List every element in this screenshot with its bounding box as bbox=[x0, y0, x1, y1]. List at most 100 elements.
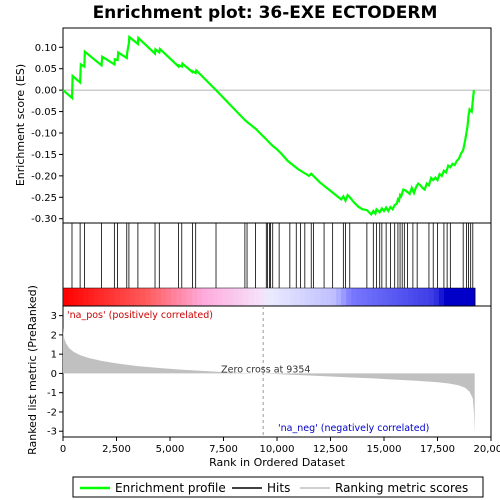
metric-y-tick-label: -3 bbox=[47, 427, 57, 438]
gradient-segment bbox=[63, 288, 69, 306]
metric-y-tick-label: 3 bbox=[51, 311, 57, 322]
legend-frame bbox=[72, 476, 484, 498]
gradient-segment bbox=[119, 288, 126, 306]
negative-correlation-label: 'na_neg' (negatively correlated) bbox=[278, 423, 429, 434]
gradient-segment bbox=[335, 288, 342, 306]
legend-hits-label: Hits bbox=[267, 481, 290, 495]
gradient-segment bbox=[330, 288, 337, 306]
gradient-segment bbox=[361, 288, 368, 306]
zero-cross-label: Zero cross at 9354 bbox=[221, 364, 310, 375]
gradient-segment bbox=[408, 288, 414, 306]
gradient-segment bbox=[129, 288, 136, 306]
gradient-segment bbox=[418, 288, 424, 306]
gradient-segment bbox=[284, 288, 291, 306]
gradient-segment bbox=[109, 288, 115, 306]
gradient-segment bbox=[397, 288, 404, 306]
x-tick-label: 20,000 bbox=[474, 444, 500, 455]
gradient-segment bbox=[428, 288, 435, 306]
enrichment-profile-line bbox=[62, 34, 475, 217]
gradient-segment bbox=[99, 288, 105, 306]
gradient-segment bbox=[325, 288, 332, 306]
es-y-tick-label: -0.05 bbox=[31, 107, 57, 118]
gradient-segment bbox=[114, 288, 121, 306]
gradient-segment bbox=[315, 288, 321, 306]
gradient-segment bbox=[371, 288, 378, 306]
gradient-segment bbox=[305, 288, 311, 306]
es-y-tick-label: 0.05 bbox=[35, 64, 57, 75]
gradient-segment bbox=[207, 288, 213, 306]
gradient-segment bbox=[243, 288, 249, 306]
es-y-axis-label: Enrichment score (ES) bbox=[14, 64, 27, 186]
es-y-tick-label: 0.00 bbox=[35, 86, 57, 97]
positive-correlation-label: 'na_pos' (positively correlated) bbox=[67, 310, 213, 321]
x-tick-label: 15,000 bbox=[367, 444, 402, 455]
es-panel: 0.10 0.05 0.00 -0.05 -0.10 -0.15 -0.20 -0.25 -0.… bbox=[14, 27, 492, 225]
x-tick-label: 10,000 bbox=[260, 444, 295, 455]
es-y-tick-label: 0.10 bbox=[35, 43, 57, 54]
gradient-segment bbox=[346, 288, 352, 306]
gradient-segment bbox=[392, 288, 399, 306]
gradient-segment bbox=[196, 288, 203, 306]
legend-enrichment-label: Enrichment profile bbox=[115, 481, 226, 495]
metric-y-tick-label: 1 bbox=[51, 350, 57, 361]
chart-title: Enrichment plot: 36-EXE ECTODERM bbox=[93, 3, 438, 23]
gradient-segment bbox=[449, 288, 455, 306]
gradient-segment bbox=[294, 288, 301, 306]
gradient-segment bbox=[258, 288, 265, 306]
gradient-segment bbox=[181, 288, 188, 306]
gradient-segment bbox=[83, 288, 90, 306]
gradient-segment bbox=[135, 288, 141, 306]
gradient-segment bbox=[289, 288, 296, 306]
gradient-segment bbox=[263, 288, 270, 306]
es-y-tick-label: -0.30 bbox=[31, 214, 57, 225]
x-axis-label: Rank in Ordered Dataset bbox=[209, 456, 346, 469]
hits-marks bbox=[71, 223, 474, 288]
gradient-segment bbox=[202, 288, 208, 306]
x-tick-label: 0 bbox=[60, 444, 66, 455]
gradient-segment bbox=[171, 288, 177, 306]
es-y-tick-label: -0.20 bbox=[31, 171, 57, 182]
gradient-segment bbox=[299, 288, 306, 306]
gradient-segment bbox=[341, 288, 347, 306]
correlation-gradient-bar bbox=[62, 287, 476, 307]
gradient-segment bbox=[268, 288, 275, 306]
gradient-segment bbox=[78, 288, 85, 306]
gradient-segment bbox=[320, 288, 327, 306]
gradient-segment bbox=[454, 288, 461, 306]
gradient-segment bbox=[423, 288, 430, 306]
x-tick-label: 2,500 bbox=[102, 444, 131, 455]
gradient-segment bbox=[356, 288, 363, 306]
gradient-segment bbox=[387, 288, 394, 306]
gradient-segment bbox=[310, 288, 316, 306]
gradient-segment bbox=[88, 288, 95, 306]
gradient-segment bbox=[377, 288, 383, 306]
x-axis-ticks: 0 2,500 5,000 7,500 10,000 12,500 15,000 17,500… bbox=[60, 437, 500, 455]
es-y-tick-label: -0.25 bbox=[31, 193, 57, 204]
gradient-segment bbox=[150, 288, 157, 306]
gradient-segment bbox=[279, 288, 285, 306]
gradient-segment bbox=[165, 288, 172, 306]
gradient-segment bbox=[413, 288, 419, 306]
gradient-segment bbox=[222, 288, 229, 306]
metric-y-tick-label: 0 bbox=[51, 369, 57, 380]
es-panel-frame bbox=[62, 27, 492, 224]
gradient-segment bbox=[140, 288, 146, 306]
gradient-segment bbox=[382, 288, 388, 306]
gradient-segment bbox=[402, 288, 409, 306]
gradient-segment bbox=[238, 288, 244, 306]
gradient-segment bbox=[104, 288, 110, 306]
gradient-segment bbox=[160, 288, 167, 306]
gradient-segment bbox=[217, 288, 224, 306]
es-y-ticks: 0.10 0.05 0.00 -0.05 -0.10 -0.15 -0.20 -0.25 -0.… bbox=[31, 43, 63, 225]
gradient-segment bbox=[253, 288, 260, 306]
legend-metric-label: Ranking metric scores bbox=[335, 481, 468, 495]
gradient-segment bbox=[232, 288, 239, 306]
gradient-segment bbox=[433, 288, 440, 306]
gradient-segment bbox=[93, 288, 100, 306]
gradient-segment bbox=[191, 288, 198, 306]
gradient-segment bbox=[438, 288, 445, 306]
x-tick-label: 7,500 bbox=[209, 444, 238, 455]
legend: Enrichment profile Hits Ranking metric s… bbox=[72, 476, 484, 498]
gradient-segment bbox=[464, 288, 471, 306]
es-y-tick-label: -0.10 bbox=[31, 129, 57, 140]
